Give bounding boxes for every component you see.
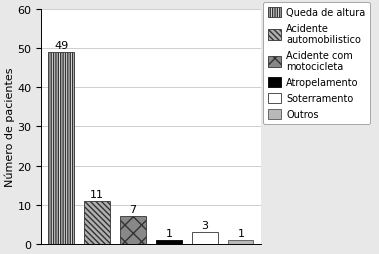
Text: 1: 1: [237, 228, 244, 238]
Text: 49: 49: [54, 41, 68, 51]
Y-axis label: Número de pacientes: Número de pacientes: [4, 67, 15, 186]
Bar: [85, 201, 110, 244]
Text: 1: 1: [166, 228, 172, 238]
Bar: [49, 53, 74, 244]
Bar: [121, 217, 146, 244]
Bar: [157, 240, 182, 244]
Legend: Queda de altura, Acidente
automobilistico, Acidente com
motocicleta, Atropelamen: Queda de altura, Acidente automobilistic…: [263, 3, 370, 124]
Bar: [192, 232, 218, 244]
Bar: [228, 240, 254, 244]
Text: 3: 3: [201, 220, 208, 230]
Text: 11: 11: [90, 189, 104, 199]
Text: 7: 7: [130, 205, 136, 215]
